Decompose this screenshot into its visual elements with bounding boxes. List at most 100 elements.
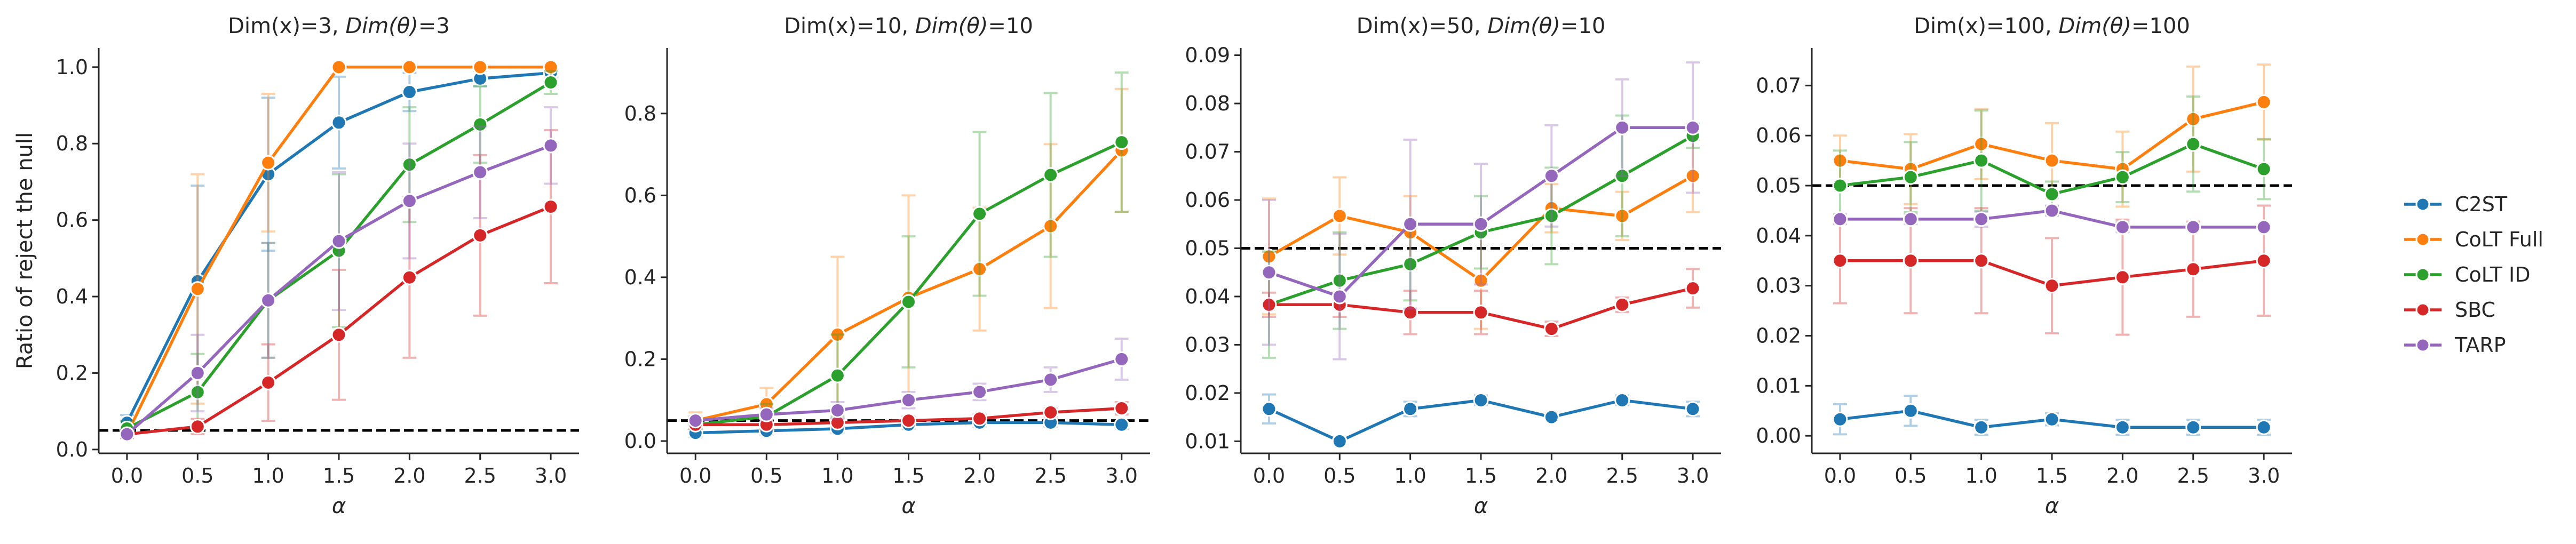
x-tick-label: 2.0	[2106, 464, 2138, 487]
data-point	[2256, 253, 2272, 269]
data-point	[2185, 136, 2201, 152]
data-point	[1832, 411, 1848, 427]
data-point	[543, 59, 559, 75]
data-point	[2256, 94, 2272, 110]
y-tick-label: 0.2	[624, 347, 656, 371]
chart-title: Dim(x)=100, Dim(θ)=100	[1914, 14, 2190, 38]
data-point	[972, 411, 988, 427]
x-tick-label: 3.0	[1106, 464, 1138, 487]
chart-title-plain: Dim(x)=10,	[784, 14, 915, 38]
data-point	[1114, 351, 1130, 367]
data-point	[2044, 186, 2060, 202]
chart-panel-3: 0.01 0.02 0.03 0.04 0.05 0.06 0.07 0.08 0.09 0.0 0…	[1185, 14, 1721, 518]
data-point	[2256, 161, 2272, 177]
data-point	[1973, 253, 1990, 269]
y-tick-label: 0.8	[56, 132, 88, 155]
y-tick-label: 0.03	[1756, 274, 1801, 298]
y-tick-label: 0.06	[1185, 188, 1230, 212]
data-point	[972, 206, 988, 222]
data-point	[1543, 168, 1559, 184]
legend: C2ST CoLT Full CoLT ID SBC TARP	[2404, 193, 2543, 357]
y-tick-label: 0.6	[56, 209, 88, 232]
data-point	[2185, 219, 2201, 235]
data-point	[1903, 403, 1919, 419]
x-tick-label: 3.0	[2248, 464, 2280, 487]
y-tick-label: 0.4	[56, 285, 88, 308]
data-point	[1614, 168, 1630, 184]
y-tick-label: 0.05	[1185, 236, 1230, 260]
series-tarp	[687, 338, 1130, 429]
data-point	[1903, 169, 1919, 185]
legend-item-c2st: C2ST	[2404, 193, 2508, 216]
x-tick-label: 0.5	[1323, 464, 1356, 487]
legend-swatch-marker	[2415, 232, 2430, 247]
legend-label: SBC	[2455, 298, 2495, 322]
y-tick-label: 0.08	[1185, 92, 1230, 115]
chart-title: Dim(x)=10, Dim(θ)=10	[784, 14, 1033, 38]
data-point	[2044, 203, 2060, 219]
data-point	[472, 116, 488, 132]
data-point	[2044, 153, 2060, 169]
y-tick-label: 0.6	[624, 183, 656, 207]
x-tick-label: 2.5	[1606, 464, 1638, 487]
data-point	[1973, 419, 1990, 435]
y-tick-label: 0.04	[1756, 224, 1801, 247]
data-point	[829, 367, 845, 383]
chart-title-italic: Dim(θ)	[1487, 14, 1560, 38]
chart-title: Dim(x)=50, Dim(θ)=10	[1357, 14, 1606, 38]
data-point	[1685, 168, 1701, 184]
data-point	[2114, 269, 2130, 285]
data-point	[1043, 218, 1059, 234]
data-point	[1473, 305, 1489, 321]
x-tick-label: 2.5	[2177, 464, 2209, 487]
x-tick-label: 2.0	[963, 464, 995, 487]
y-tick-label: 0.00	[1756, 424, 1801, 447]
chart-title-tail: =100	[2131, 14, 2190, 38]
data-point	[260, 155, 276, 171]
data-point	[331, 233, 347, 249]
series-sbc	[1261, 268, 1701, 338]
data-point	[1331, 273, 1348, 289]
x-tick-label: 1.5	[323, 464, 355, 487]
chart-title-plain: Dim(x)=50,	[1357, 14, 1488, 38]
x-tick-label: 3.0	[1677, 464, 1709, 487]
data-point	[401, 59, 417, 75]
legend-swatch-marker	[2415, 338, 2430, 353]
x-axis-label: α	[2045, 494, 2059, 518]
data-point	[2185, 111, 2201, 127]
chart-title-italic: Dim(θ)	[2058, 14, 2131, 38]
y-tick-label: 0.0	[56, 438, 88, 461]
x-tick-label: 1.5	[892, 464, 924, 487]
data-point	[189, 281, 205, 297]
data-point	[2114, 419, 2130, 435]
legend-swatch-marker	[2415, 302, 2430, 317]
data-point	[1614, 208, 1630, 224]
x-tick-label: 0.5	[750, 464, 782, 487]
data-point	[1331, 208, 1348, 224]
data-point	[1973, 136, 1990, 152]
x-tick-label: 1.5	[2036, 464, 2068, 487]
data-point	[1402, 305, 1418, 321]
data-point	[1261, 265, 1277, 281]
y-tick-label: 0.2	[56, 361, 88, 385]
data-point	[1543, 208, 1559, 224]
data-point	[2185, 419, 2201, 435]
y-tick-label: 0.04	[1185, 285, 1230, 308]
data-point	[2114, 219, 2130, 235]
data-point	[1614, 119, 1630, 135]
legend-item-colt-full: CoLT Full	[2404, 228, 2543, 251]
x-axis-label: α	[1474, 494, 1488, 518]
data-point	[472, 164, 488, 180]
data-point	[543, 199, 559, 215]
data-point	[829, 326, 845, 342]
data-point	[2256, 419, 2272, 435]
series-c2st	[1261, 392, 1701, 449]
data-point	[1832, 253, 1848, 269]
data-point	[1832, 211, 1848, 227]
legend-swatch-marker	[2415, 197, 2430, 212]
series-sbc	[1832, 204, 2272, 336]
data-point	[1261, 297, 1277, 313]
data-point	[901, 392, 916, 408]
chart-panel-1: 0.0 0.2 0.4 0.6 0.8 1.0 0.0 0.5 1.0 1.5 2.0 2.5 3.0 α…	[13, 14, 579, 518]
data-point	[901, 413, 916, 429]
